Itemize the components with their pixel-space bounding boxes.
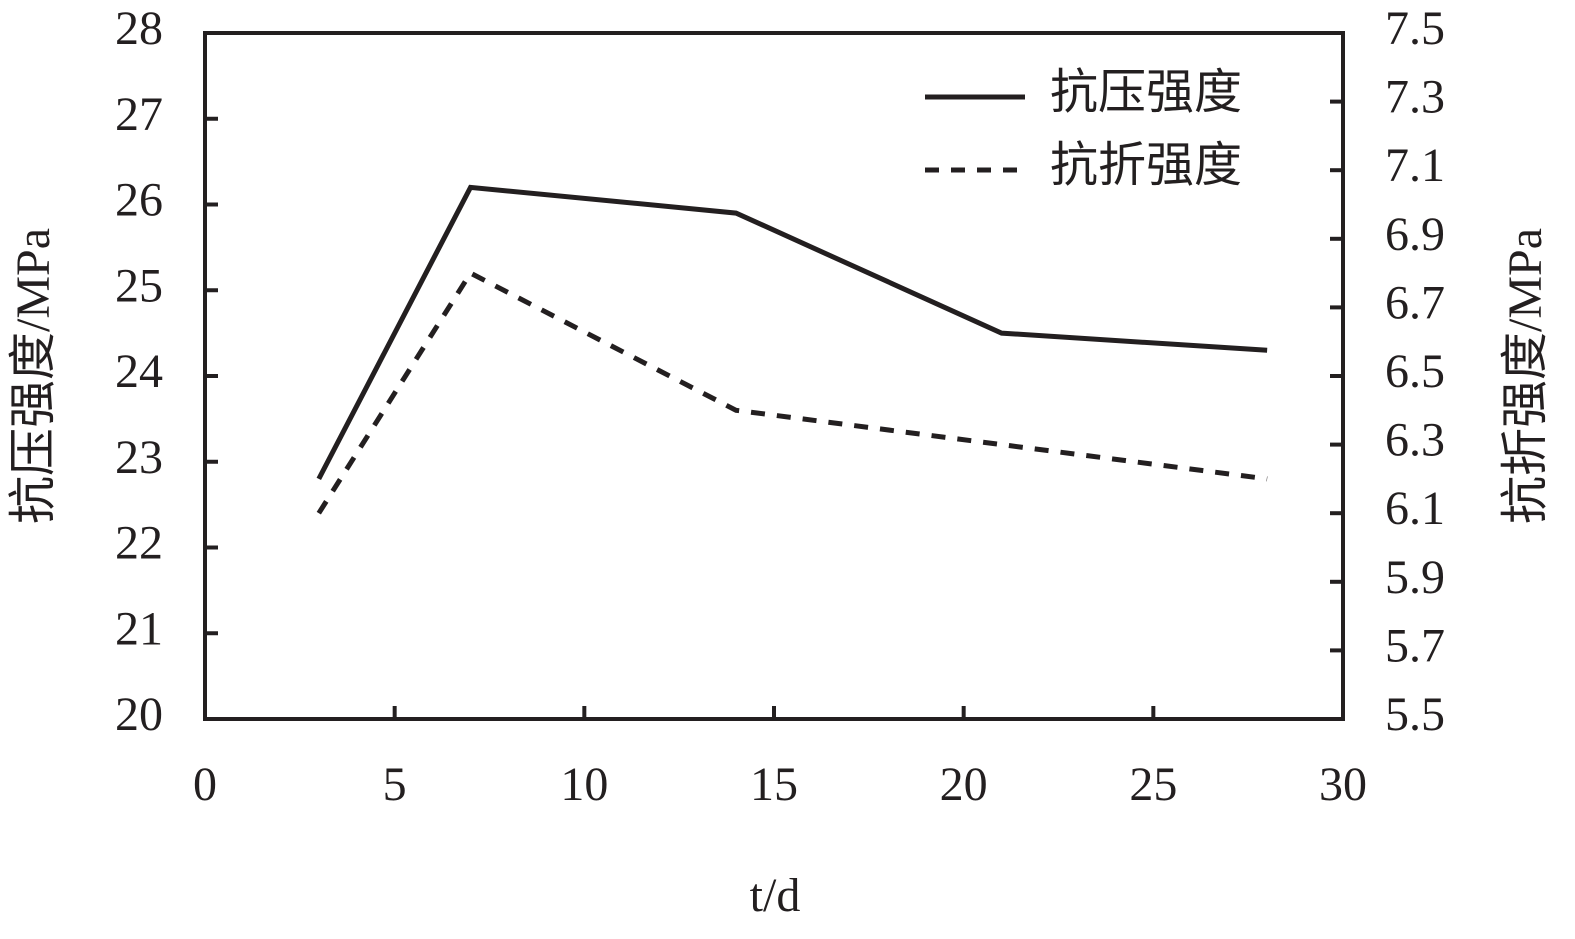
- y-axis-label: 抗压强度/MPa: [7, 228, 60, 524]
- y-tick-label: 22: [115, 517, 163, 570]
- x-tick-label: 15: [750, 758, 798, 811]
- y2-tick-label: 5.5: [1385, 688, 1445, 741]
- y-tick-label: 25: [115, 259, 163, 312]
- x-tick-label: 30: [1319, 758, 1367, 811]
- y-tick-label: 20: [115, 688, 163, 741]
- y-tick-label: 27: [115, 88, 163, 141]
- y-tick-label: 26: [115, 174, 163, 227]
- y-tick-label: 23: [115, 431, 163, 484]
- data-line: [316, 269, 1268, 515]
- y-tick-label: 28: [115, 2, 163, 55]
- y2-tick-label: 6.7: [1385, 276, 1445, 329]
- y2-tick-label: 5.7: [1385, 619, 1445, 672]
- y2-tick-label: 7.5: [1385, 2, 1445, 55]
- legend-label: 抗压强度: [1050, 66, 1242, 119]
- legend-label: 抗折强度: [1050, 139, 1242, 192]
- x-tick-label: 25: [1129, 758, 1177, 811]
- y2-tick-label: 7.1: [1385, 139, 1445, 192]
- x-tick-label: 0: [193, 758, 217, 811]
- y2-tick-label: 6.1: [1385, 482, 1445, 535]
- x-tick-label: 5: [383, 758, 407, 811]
- y2-tick-label: 6.9: [1385, 208, 1445, 261]
- y2-tick-label: 5.9: [1385, 551, 1445, 604]
- y2-axis-label: 抗折强度/MPa: [1499, 228, 1552, 524]
- y2-tick-label: 6.5: [1385, 345, 1445, 398]
- y2-tick-label: 6.3: [1385, 414, 1445, 467]
- data-line: [316, 184, 1268, 481]
- plot-frame: [203, 31, 1345, 721]
- y2-tick-label: 7.3: [1385, 71, 1445, 124]
- x-axis-label: t/d: [750, 869, 801, 922]
- y-tick-label: 24: [115, 345, 163, 398]
- y-tick-label: 21: [115, 602, 163, 655]
- x-tick-label: 10: [560, 758, 608, 811]
- x-tick-label: 20: [940, 758, 988, 811]
